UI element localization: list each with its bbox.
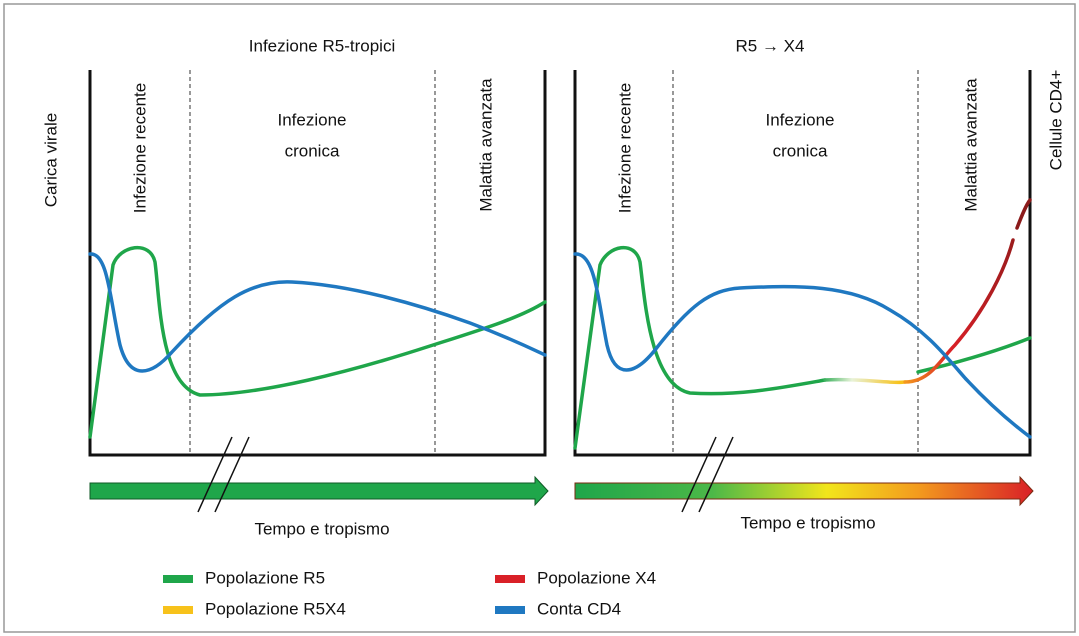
x4-curve bbox=[903, 238, 1015, 384]
panel-title: Infezione R5-tropici bbox=[249, 36, 395, 55]
phase-label: Malattia avanzata bbox=[476, 78, 495, 212]
legend-label: Popolazione R5X4 bbox=[205, 599, 346, 618]
axis-break bbox=[681, 436, 717, 513]
r5-curve bbox=[88, 245, 547, 439]
panel-left: Infezione R5-tropici Infezione recente I… bbox=[88, 36, 549, 538]
cd4-curve bbox=[573, 252, 1032, 439]
y-label: Carica virale bbox=[41, 113, 60, 207]
x4-curve bbox=[1015, 198, 1032, 230]
time-arrow bbox=[574, 475, 1034, 507]
legend-swatch bbox=[495, 606, 525, 614]
axis-break bbox=[214, 436, 250, 513]
legend-swatch bbox=[163, 606, 193, 614]
phase-label: Infezione recente bbox=[130, 83, 149, 213]
legend: Popolazione R5 Popolazione R5X4 Popolazion… bbox=[163, 568, 656, 618]
cd4-curve bbox=[88, 252, 547, 373]
r5x4-curve bbox=[823, 377, 907, 385]
panel-title: R5 → X4 bbox=[736, 36, 805, 55]
y-label: Cellule CD4+ bbox=[1046, 70, 1065, 171]
phase-label: Infezione recente bbox=[615, 83, 634, 213]
r5-curve bbox=[916, 336, 1032, 374]
legend-label: Conta CD4 bbox=[537, 599, 621, 618]
legend-label: Popolazione R5 bbox=[205, 568, 325, 587]
phase-label: Infezione bbox=[766, 110, 835, 129]
x-label: Tempo e tropismo bbox=[740, 513, 875, 532]
phase-label: cronica bbox=[773, 141, 828, 160]
x-label: Tempo e tropismo bbox=[254, 519, 389, 538]
axes bbox=[88, 70, 547, 457]
r5-curve bbox=[573, 245, 827, 450]
axis-break bbox=[197, 436, 233, 513]
legend-swatch bbox=[495, 575, 525, 583]
phase-label: Infezione bbox=[278, 110, 347, 129]
phase-label: Malattia avanzata bbox=[961, 78, 980, 212]
time-arrow bbox=[89, 475, 549, 507]
phase-label: cronica bbox=[285, 141, 340, 160]
legend-swatch bbox=[163, 575, 193, 583]
axis-break bbox=[698, 436, 734, 513]
legend-label: Popolazione X4 bbox=[537, 568, 656, 587]
panel-right: R5 → X4 Infezione recente Infezione cron… bbox=[573, 36, 1034, 532]
frame bbox=[3, 3, 1076, 633]
axes bbox=[573, 70, 1032, 457]
